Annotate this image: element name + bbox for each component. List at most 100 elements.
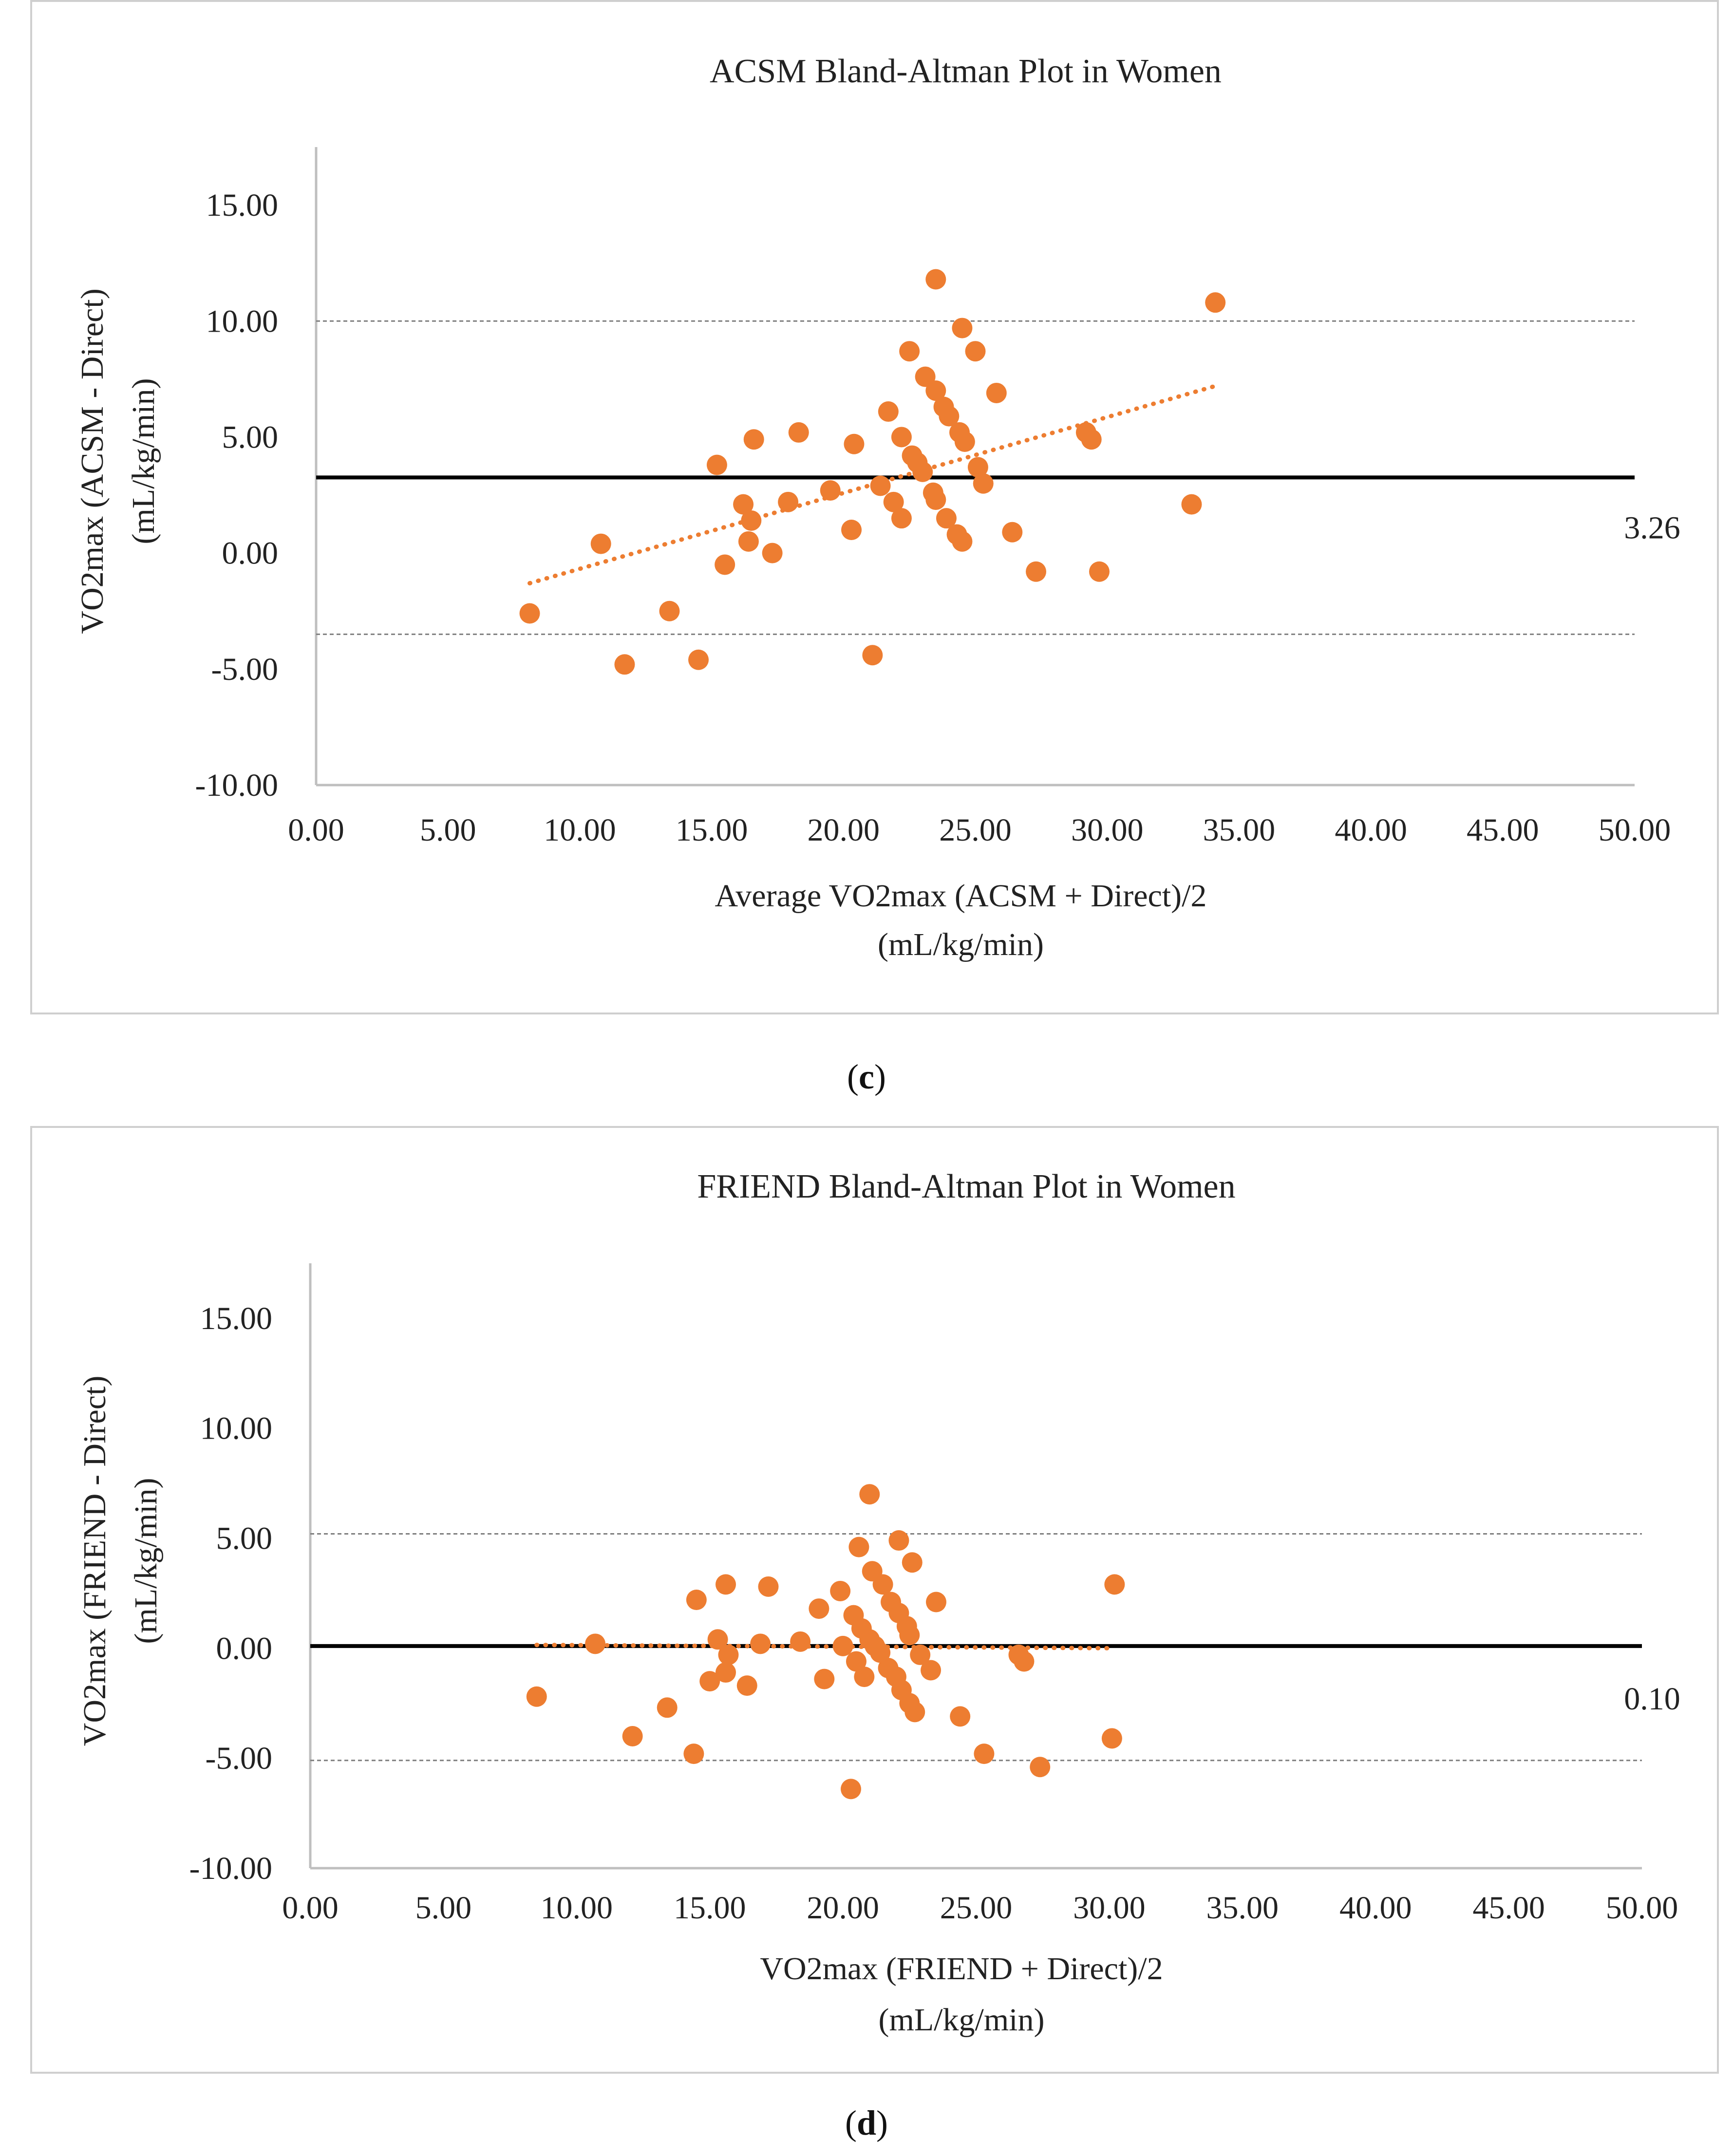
data-point [888,1530,909,1551]
x-axis-unit: (mL/kg/min) [879,2002,1045,2038]
chart-title: ACSM Bland-Altman Plot in Women [710,53,1222,90]
data-point [870,475,891,496]
data-point [872,1574,893,1595]
y-tick-label: 5.00 [222,419,279,455]
data-point [716,1662,736,1683]
x-tick-label: 35.00 [1206,1890,1279,1926]
trendline [534,1643,1114,1650]
data-point [899,1625,920,1646]
data-point [1104,1574,1125,1595]
caption-open: ( [847,1057,859,1096]
x-tick-label: 20.00 [808,812,880,848]
data-point [1081,429,1102,450]
y-tick-label: -5.00 [206,1741,272,1776]
data-point [1002,522,1023,543]
data-point [902,1552,923,1573]
x-tick-label: 30.00 [1073,1890,1146,1926]
data-point [1030,1757,1051,1778]
data-point [939,406,960,427]
y-tick-label: 10.00 [206,303,279,339]
data-point [974,1744,995,1764]
caption-letter: c [859,1057,874,1096]
data-point [790,1631,811,1652]
y-tick-label: -5.00 [211,652,278,687]
data-point [854,1667,875,1687]
data-point [925,269,946,290]
caption-close: ) [874,1057,886,1096]
x-tick-label: 30.00 [1071,812,1144,848]
data-point [925,489,946,510]
data-point [718,1644,739,1665]
data-point [925,380,946,401]
x-axis-unit: (mL/kg/min) [878,927,1044,962]
data-point [973,473,994,494]
x-tick-label: 0.00 [282,1890,339,1926]
data-point [699,1671,720,1692]
y-tick-label: 5.00 [216,1521,273,1556]
data-point [716,1574,736,1595]
x-tick-label: 10.00 [541,1890,613,1926]
data-point [883,491,904,512]
data-point [686,1590,707,1611]
data-point [891,427,912,448]
data-point [952,531,973,552]
data-point [921,1660,942,1681]
x-tick-label: 5.00 [415,1890,472,1926]
data-point [1181,494,1202,515]
data-point [614,654,635,675]
chart-panel-d: FRIEND Bland-Altman Plot in Women -10.00 -… [30,1126,1719,2074]
data-point [809,1598,829,1619]
x-axis-title: VO2max (FRIEND + Direct)/2 [760,1951,1163,1987]
data-point [1014,1651,1035,1672]
data-point [841,520,862,540]
x-tick-label: 0.00 [288,812,344,848]
data-point [814,1669,835,1689]
caption-c: (c) [0,1057,1733,1097]
data-point [1205,292,1226,313]
data-point [925,1592,946,1612]
data-point [846,1651,866,1672]
data-point [657,1697,678,1718]
data-point [870,1642,891,1663]
data-point [915,366,936,387]
data-point [762,543,783,563]
data-point [788,422,809,443]
y-axis-title: VO2max (ACSM - Direct) [75,288,110,634]
data-point [585,1633,606,1654]
data-point [715,554,735,575]
trendline [527,384,1218,586]
data-point [750,1633,771,1654]
x-axis-title: Average VO2max (ACSM + Direct)/2 [715,878,1207,914]
data-point [1089,561,1110,582]
x-tick-label: 15.00 [674,1890,746,1926]
x-tick-label: 25.00 [940,1890,1013,1926]
y-tick-label: 15.00 [200,1301,273,1336]
data-point [778,491,799,512]
data-point [862,645,883,666]
data-point [733,494,754,515]
x-tick-label: 35.00 [1203,812,1276,848]
data-point [1026,561,1047,582]
x-tick-label: 15.00 [676,812,748,848]
y-axis-unit: (mL/kg/min) [126,378,161,544]
x-tick-label: 45.00 [1467,812,1539,848]
data-point [910,1644,931,1665]
data-point [590,533,611,554]
x-tick-label: 5.00 [420,812,476,848]
y-tick-label: -10.00 [195,768,278,803]
y-tick-label: 0.00 [216,1631,273,1666]
y-tick-label: 10.00 [200,1411,273,1446]
data-point [912,461,933,482]
data-point [848,1537,869,1557]
data-point [1101,1728,1122,1749]
data-point [950,1706,971,1727]
data-point [659,600,680,621]
x-tick-label: 10.00 [544,812,616,848]
data-point [904,1702,925,1723]
mean-difference-label: 3.26 [1624,510,1680,545]
y-tick-label: -10.00 [189,1851,272,1886]
x-tick-label: 50.00 [1606,1890,1678,1926]
data-point [622,1726,643,1747]
caption-open: ( [845,2103,857,2142]
data-point [830,1580,851,1601]
